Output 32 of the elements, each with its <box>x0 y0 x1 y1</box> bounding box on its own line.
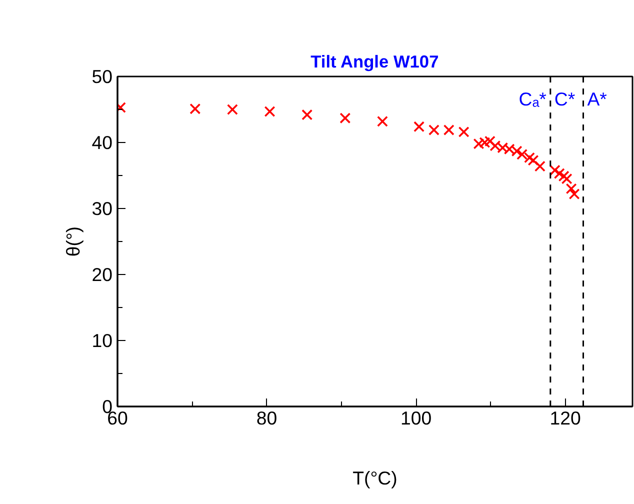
y-tick-label: 40 <box>92 132 113 153</box>
y-axis-title: θ(°) <box>62 226 84 257</box>
point <box>566 183 577 194</box>
point <box>534 160 546 172</box>
point <box>528 154 539 166</box>
annotation: A* <box>587 88 607 110</box>
point <box>264 106 276 117</box>
point <box>558 170 570 182</box>
point <box>568 188 580 200</box>
annotation: C* <box>554 88 576 110</box>
point <box>414 121 425 132</box>
point <box>458 126 470 138</box>
point <box>549 164 560 176</box>
point <box>561 173 572 184</box>
point <box>428 124 440 136</box>
y-tick-label: 20 <box>92 264 113 285</box>
x-tick-label: 80 <box>256 408 278 428</box>
point <box>376 116 388 127</box>
annotation: Cₐ* <box>518 88 546 110</box>
point <box>190 103 201 114</box>
point <box>554 168 565 180</box>
y-tick-label: 30 <box>92 198 113 219</box>
chart-title: Tilt Angle W107 <box>310 52 439 72</box>
x-axis-title: T(°C) <box>352 468 398 488</box>
point <box>302 109 313 120</box>
y-tick-label: 10 <box>92 330 113 351</box>
x-tick-label: 100 <box>400 408 432 428</box>
y-tick-label: 50 <box>92 66 113 87</box>
point <box>340 112 351 124</box>
x-tick-label: 120 <box>550 408 581 428</box>
point <box>443 124 454 136</box>
point <box>226 104 238 115</box>
